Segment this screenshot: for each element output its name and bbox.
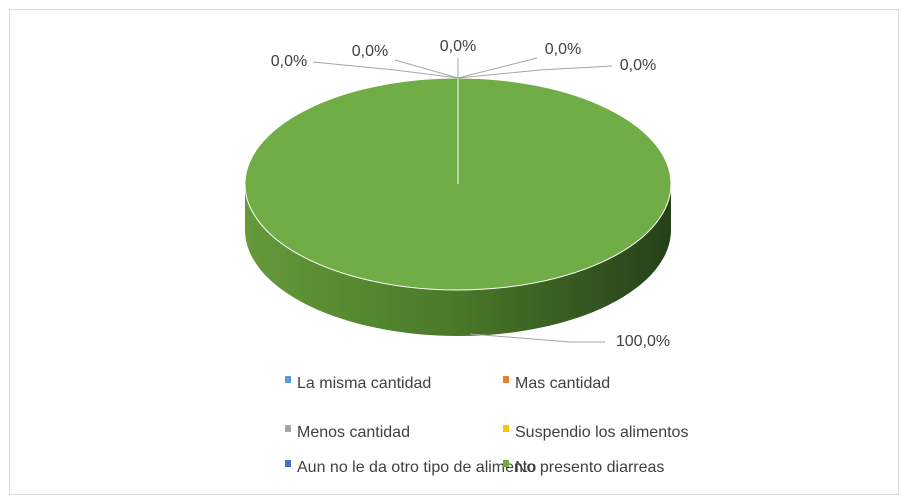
legend-label: La misma cantidad	[297, 375, 431, 392]
legend-swatch	[503, 425, 509, 432]
data-label: 100,0%	[616, 333, 670, 350]
data-label: 0,0%	[440, 38, 476, 55]
legend-label: Suspendio los alimentos	[515, 424, 688, 441]
legend-label: Aun no le da otro tipo de alimento	[297, 459, 536, 476]
legend-swatch	[503, 460, 509, 467]
data-label: 0,0%	[620, 57, 656, 74]
legend-swatch	[285, 376, 291, 383]
leader-line	[394, 59, 459, 79]
leader-line	[469, 333, 605, 343]
legend-swatch	[285, 425, 291, 432]
legend-label: Menos cantidad	[297, 424, 410, 441]
leader-line	[457, 57, 538, 79]
leader-line	[312, 61, 459, 79]
legend-swatch	[285, 460, 291, 467]
leader-line	[457, 65, 613, 79]
data-label: 0,0%	[545, 41, 581, 58]
pie-side	[245, 184, 671, 336]
legend-label: Mas cantidad	[515, 375, 610, 392]
legend-swatch	[503, 376, 509, 383]
legend-label: No presento diarreas	[515, 459, 664, 476]
data-label: 0,0%	[271, 53, 307, 70]
data-label: 0,0%	[352, 43, 388, 60]
